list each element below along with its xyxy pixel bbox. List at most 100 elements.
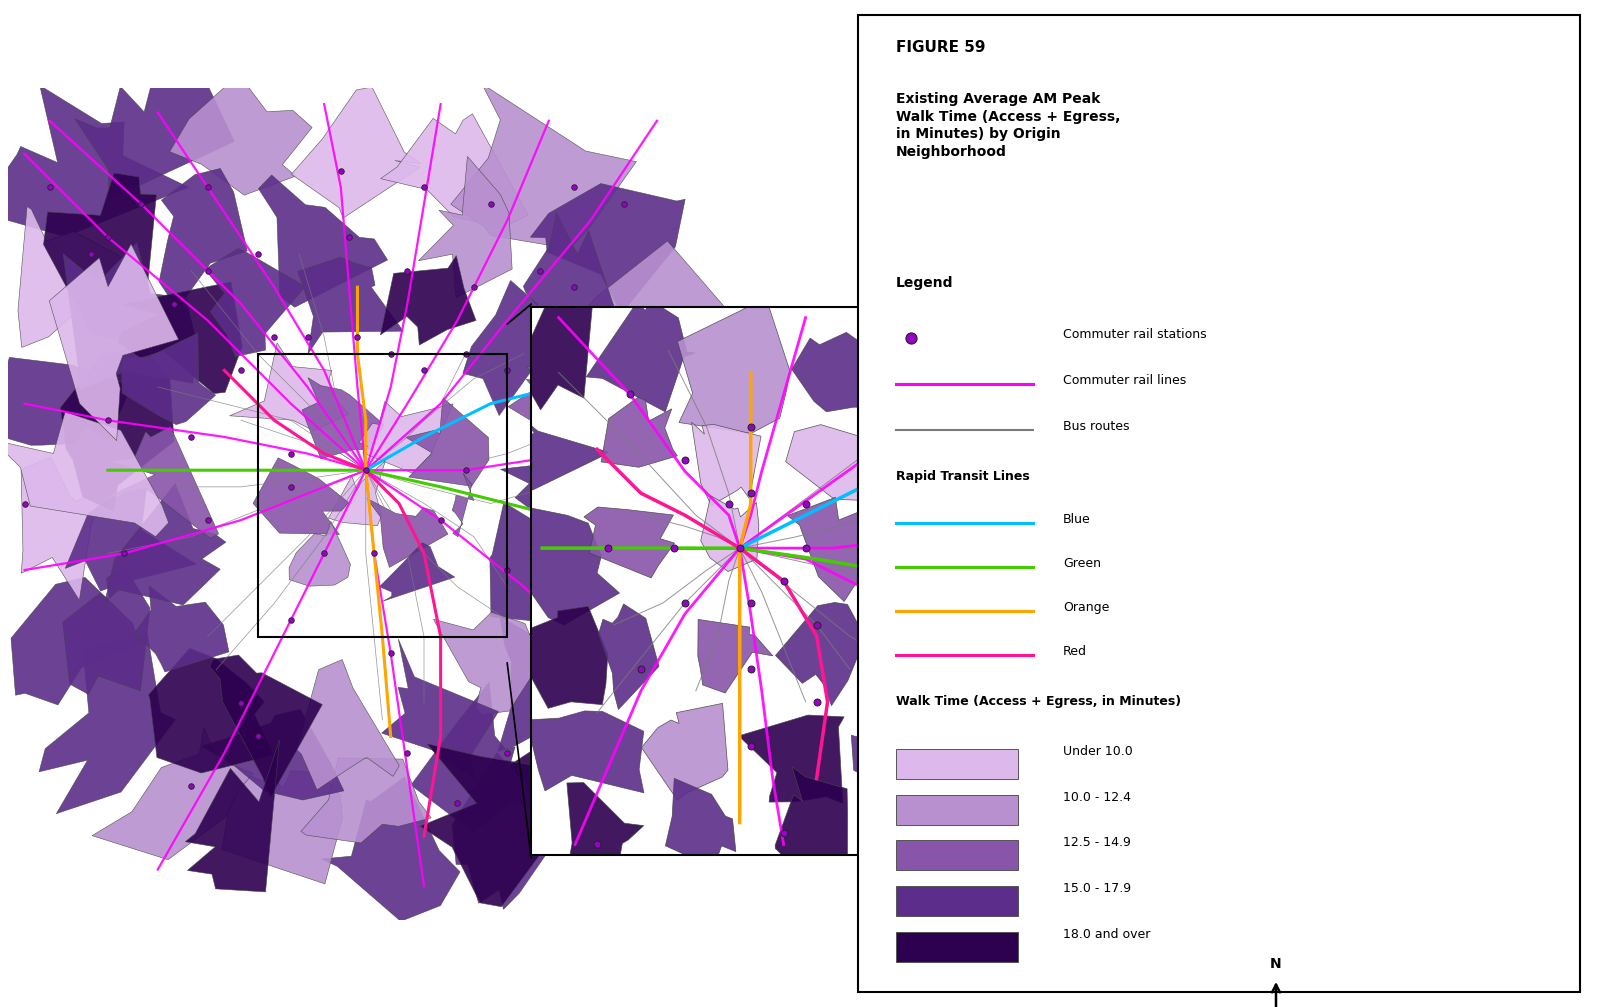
Text: Rapid Transit Lines: Rapid Transit Lines: [896, 469, 1030, 482]
Bar: [896, 795, 1018, 825]
Point: [661, 540, 686, 556]
Point: [37, 179, 62, 195]
Polygon shape: [544, 552, 646, 652]
Polygon shape: [322, 777, 461, 921]
Point: [859, 529, 885, 545]
Text: Blue: Blue: [1064, 514, 1091, 527]
Point: [1040, 342, 1066, 358]
Polygon shape: [296, 660, 400, 789]
Polygon shape: [358, 402, 453, 473]
Point: [494, 363, 520, 379]
Point: [344, 329, 370, 345]
Point: [395, 263, 421, 279]
Point: [618, 387, 643, 403]
Polygon shape: [158, 168, 248, 309]
Point: [328, 163, 354, 179]
Point: [178, 429, 203, 445]
Polygon shape: [406, 398, 490, 486]
Polygon shape: [18, 206, 131, 347]
Polygon shape: [739, 715, 845, 804]
Point: [229, 695, 254, 711]
Polygon shape: [93, 728, 253, 860]
Polygon shape: [411, 683, 515, 833]
Polygon shape: [302, 378, 384, 459]
Polygon shape: [61, 345, 174, 512]
Point: [794, 496, 819, 513]
Polygon shape: [381, 256, 477, 345]
Point: [947, 617, 973, 633]
Point: [771, 826, 797, 842]
Bar: [896, 841, 1018, 870]
Point: [738, 419, 763, 435]
Point: [354, 462, 379, 478]
Point: [278, 612, 304, 628]
Polygon shape: [21, 457, 104, 600]
Text: Under 10.0: Under 10.0: [1064, 745, 1133, 757]
Polygon shape: [222, 770, 342, 884]
Text: Commuter rail lines: Commuter rail lines: [1064, 374, 1187, 387]
Point: [427, 513, 453, 529]
Point: [738, 661, 763, 677]
Point: [94, 412, 120, 428]
Point: [453, 462, 478, 478]
Text: Red: Red: [1064, 645, 1088, 658]
Polygon shape: [949, 688, 1062, 812]
Polygon shape: [451, 84, 637, 249]
Polygon shape: [118, 282, 242, 394]
Polygon shape: [104, 427, 219, 539]
Polygon shape: [301, 758, 430, 843]
Text: 15.0 - 17.9: 15.0 - 17.9: [1064, 882, 1131, 895]
Polygon shape: [230, 343, 349, 431]
Point: [771, 573, 797, 589]
Polygon shape: [851, 708, 938, 819]
Text: 18.0 and over: 18.0 and over: [1064, 928, 1150, 942]
Polygon shape: [915, 650, 989, 711]
Polygon shape: [290, 522, 350, 586]
Point: [738, 737, 763, 753]
Point: [362, 546, 387, 562]
Point: [803, 617, 829, 633]
Polygon shape: [691, 422, 762, 506]
Polygon shape: [381, 114, 528, 228]
Polygon shape: [992, 338, 1099, 437]
Polygon shape: [520, 606, 608, 708]
Polygon shape: [701, 495, 758, 572]
Polygon shape: [864, 498, 984, 609]
Polygon shape: [792, 332, 902, 412]
Polygon shape: [381, 639, 499, 780]
Polygon shape: [979, 420, 1070, 498]
Polygon shape: [602, 397, 677, 467]
Point: [528, 263, 554, 279]
Polygon shape: [578, 488, 720, 629]
Polygon shape: [253, 458, 349, 535]
Text: Orange: Orange: [1064, 601, 1109, 614]
Point: [245, 246, 270, 262]
Polygon shape: [896, 781, 966, 855]
Polygon shape: [298, 257, 403, 353]
Polygon shape: [774, 766, 848, 872]
Point: [494, 745, 520, 761]
Point: [453, 345, 478, 362]
Point: [562, 628, 587, 644]
Point: [715, 496, 741, 513]
Polygon shape: [62, 243, 197, 389]
Point: [595, 540, 621, 556]
Polygon shape: [869, 404, 987, 515]
Polygon shape: [379, 543, 454, 601]
Point: [672, 595, 698, 611]
Polygon shape: [291, 87, 421, 219]
Point: [794, 540, 819, 556]
Point: [925, 441, 950, 457]
Point: [294, 329, 320, 345]
Polygon shape: [562, 610, 696, 737]
Polygon shape: [66, 488, 197, 591]
Polygon shape: [210, 655, 322, 798]
Polygon shape: [462, 281, 574, 416]
Point: [1013, 661, 1038, 677]
Polygon shape: [0, 357, 131, 445]
Bar: [258, 353, 507, 636]
Polygon shape: [677, 297, 790, 434]
Polygon shape: [328, 461, 386, 526]
Polygon shape: [0, 86, 189, 237]
Point: [78, 246, 104, 262]
